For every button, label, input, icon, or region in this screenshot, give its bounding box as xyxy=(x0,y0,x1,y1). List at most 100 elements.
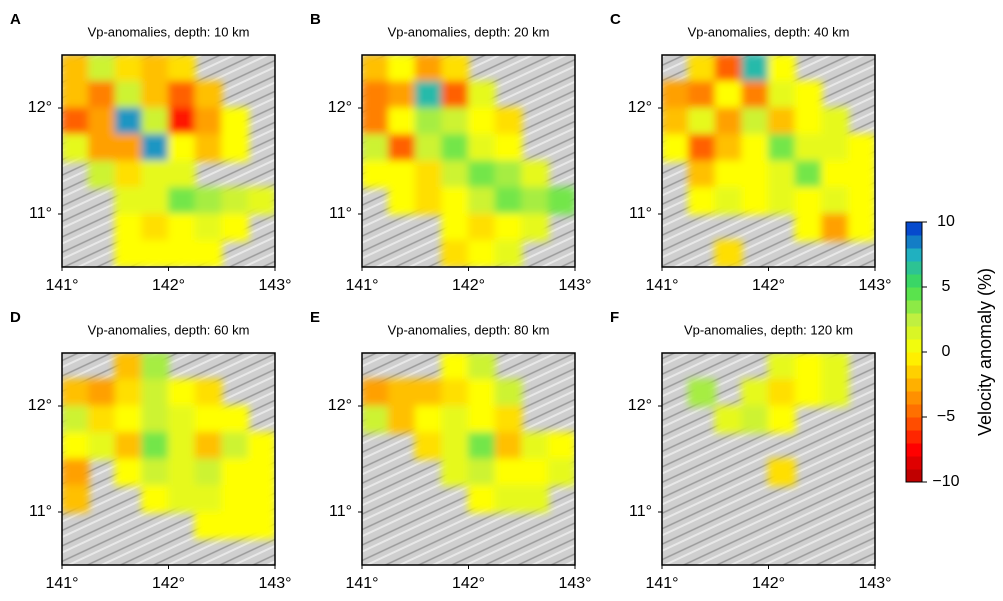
anomaly-cell xyxy=(88,81,116,109)
anomaly-cell xyxy=(441,108,469,136)
y-tick-label: 11° xyxy=(329,503,352,520)
anomaly-cell xyxy=(195,379,223,407)
anomaly-cell xyxy=(662,81,690,109)
x-tick-label: 141° xyxy=(345,575,378,592)
anomaly-cell xyxy=(821,379,849,407)
anomaly-cell xyxy=(768,379,796,407)
colorbar-tick-label: 5 xyxy=(942,278,951,295)
anomaly-cell xyxy=(441,240,469,268)
colorbar-step xyxy=(906,391,922,405)
colorbar-step xyxy=(906,261,922,275)
anomaly-cell xyxy=(688,55,716,83)
anomaly-cell xyxy=(221,485,249,513)
panel: 141°142°143°11°12°Vp-anomalies, depth: 6… xyxy=(10,309,292,592)
anomaly-cell xyxy=(168,406,196,434)
anomaly-cell xyxy=(688,161,716,189)
anomaly-cell xyxy=(848,134,876,162)
anomaly-cell xyxy=(548,432,576,460)
anomaly-cell xyxy=(521,161,549,189)
anomaly-cell xyxy=(741,81,769,109)
anomaly-cell xyxy=(548,187,576,215)
anomaly-cell xyxy=(441,187,469,215)
anomaly-cell xyxy=(468,134,496,162)
colorbar-label: Velocity anomaly (%) xyxy=(975,268,995,436)
anomaly-cell xyxy=(388,187,416,215)
anomaly-cell xyxy=(715,161,743,189)
anomaly-cell xyxy=(715,406,743,434)
anomaly-cell xyxy=(468,379,496,407)
anomaly-cell xyxy=(468,161,496,189)
anomaly-cell xyxy=(441,353,469,381)
anomaly-cell xyxy=(62,55,90,83)
anomaly-cell xyxy=(768,134,796,162)
anomaly-cell xyxy=(141,161,169,189)
anomaly-cell xyxy=(362,161,390,189)
anomaly-cell xyxy=(221,406,249,434)
y-tick-label: 12° xyxy=(628,397,652,414)
anomaly-cell xyxy=(548,459,576,487)
anomaly-cell xyxy=(362,134,390,162)
x-tick-label: 141° xyxy=(45,575,78,592)
anomaly-cell xyxy=(848,187,876,215)
anomaly-cell xyxy=(662,134,690,162)
anomaly-cell xyxy=(495,240,523,268)
colorbar-step xyxy=(906,300,922,314)
colorbar-step xyxy=(906,443,922,457)
anomaly-cell xyxy=(115,81,143,109)
anomaly-cell xyxy=(115,108,143,136)
y-tick-label: 11° xyxy=(329,205,352,222)
panel-title: Vp-anomalies, depth: 120 km xyxy=(684,322,853,337)
anomaly-cell xyxy=(362,55,390,83)
anomaly-cell xyxy=(795,108,823,136)
anomaly-cell xyxy=(795,214,823,242)
anomaly-cell xyxy=(62,406,90,434)
anomaly-cell xyxy=(115,214,143,242)
x-tick-label: 143° xyxy=(558,277,591,294)
anomaly-cell xyxy=(441,214,469,242)
colorbar-step xyxy=(906,313,922,327)
anomaly-cell xyxy=(141,187,169,215)
anomaly-cell xyxy=(768,406,796,434)
anomaly-cell xyxy=(768,108,796,136)
x-tick-label: 142° xyxy=(152,575,185,592)
anomaly-cell xyxy=(441,406,469,434)
colorbar-tick-label: 10 xyxy=(937,213,955,230)
anomaly-cell xyxy=(521,432,549,460)
y-tick-label: 11° xyxy=(29,503,52,520)
anomaly-cell xyxy=(441,432,469,460)
x-tick-label: 142° xyxy=(752,575,785,592)
anomaly-cell xyxy=(468,81,496,109)
anomaly-cell xyxy=(848,214,876,242)
anomaly-cell xyxy=(768,459,796,487)
anomaly-cell xyxy=(115,379,143,407)
anomaly-cell xyxy=(115,161,143,189)
colorbar-step xyxy=(906,352,922,366)
anomaly-cell xyxy=(248,187,276,215)
anomaly-cell xyxy=(195,240,223,268)
anomaly-cell xyxy=(388,379,416,407)
panel: 141°142°143°11°12°Vp-anomalies, depth: 1… xyxy=(610,309,892,592)
anomaly-cell xyxy=(415,432,443,460)
anomaly-cell xyxy=(221,432,249,460)
x-tick-label: 142° xyxy=(452,277,485,294)
anomaly-cell xyxy=(115,353,143,381)
anomaly-cell xyxy=(221,108,249,136)
anomaly-cell xyxy=(388,108,416,136)
y-tick-label: 11° xyxy=(629,503,652,520)
anomaly-cell xyxy=(715,55,743,83)
anomaly-cell xyxy=(248,512,276,540)
anomaly-cell xyxy=(248,432,276,460)
anomaly-cell xyxy=(441,55,469,83)
anomaly-cell xyxy=(62,379,90,407)
anomaly-cell xyxy=(415,161,443,189)
anomaly-cell xyxy=(221,214,249,242)
colorbar-tick-label: 0 xyxy=(942,343,951,360)
anomaly-cell xyxy=(195,485,223,513)
anomaly-cell xyxy=(848,161,876,189)
anomaly-cell xyxy=(362,406,390,434)
anomaly-cell xyxy=(168,432,196,460)
anomaly-cell xyxy=(141,134,169,162)
anomaly-cell xyxy=(141,55,169,83)
anomaly-cell xyxy=(495,459,523,487)
